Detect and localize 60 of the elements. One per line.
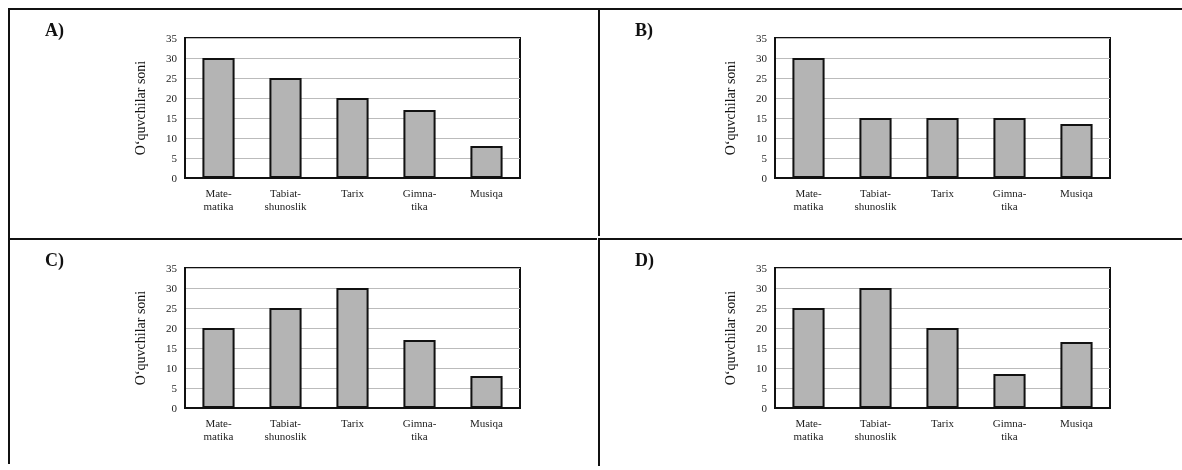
x-tick-label: Tabiat- shunoslik [264, 416, 308, 442]
y-tick-label: 10 [756, 362, 768, 374]
y-tick-label: 0 [171, 172, 178, 184]
y-tick-label: 15 [756, 112, 768, 124]
y-tick-label: 25 [166, 302, 178, 314]
x-tick-label: Musiqa [1060, 416, 1094, 429]
x-tick-label: Gimna- tika [992, 186, 1027, 212]
y-tick-label: 30 [166, 52, 178, 64]
x-tick-label: Tabiat- shunoslik [854, 186, 898, 212]
y-tick-label: 35 [166, 262, 178, 274]
x-tick-label: Musiqa [470, 186, 504, 199]
y-tick-label: 10 [166, 362, 178, 374]
y-tick-label: 15 [756, 342, 768, 354]
y-tick-label: 25 [166, 72, 178, 84]
y-tick-label: 20 [166, 92, 178, 104]
y-axis-title: O‘quvchilar soni [132, 290, 148, 386]
y-tick-label: 0 [761, 402, 768, 414]
x-tick-label: Tarix [930, 186, 955, 199]
x-tick-label: Musiqa [1060, 186, 1094, 199]
y-tick-label: 20 [756, 322, 768, 334]
x-tick-label: Gimna- tika [402, 416, 437, 442]
y-tick-label: 0 [761, 172, 768, 184]
x-tick-label: Mate- matika [203, 416, 234, 442]
y-tick-label: 35 [166, 32, 178, 44]
x-tick-label: Tarix [930, 416, 955, 429]
chart-title: A) [45, 20, 64, 41]
y-tick-label: 10 [756, 132, 768, 144]
x-tick-label: Gimna- tika [402, 186, 437, 212]
y-tick-label: 15 [166, 342, 178, 354]
y-tick-label: 5 [761, 152, 768, 164]
chart-title: B) [635, 20, 654, 41]
y-tick-label: 10 [166, 132, 178, 144]
y-tick-label: 35 [756, 32, 768, 44]
y-axis-title: O‘quvchilar soni [722, 290, 738, 386]
y-tick-label: 25 [756, 72, 768, 84]
y-tick-label: 20 [756, 92, 768, 104]
x-tick-label: Tarix [340, 416, 365, 429]
y-tick-label: 5 [171, 152, 178, 164]
x-tick-label: Gimna- tika [992, 416, 1027, 442]
y-tick-label: 30 [166, 282, 178, 294]
chart-title: D) [635, 250, 654, 271]
chart-title: C) [45, 250, 64, 271]
x-tick-label: Mate- matika [203, 186, 234, 212]
y-tick-label: 15 [166, 112, 178, 124]
x-tick-label: Musiqa [470, 416, 504, 429]
y-tick-label: 30 [756, 52, 768, 64]
y-axis-title: O‘quvchilar soni [132, 60, 148, 156]
x-tick-label: Tarix [340, 186, 365, 199]
x-tick-label: Mate- matika [793, 186, 824, 212]
y-tick-label: 30 [756, 282, 768, 294]
x-tick-label: Tabiat- shunoslik [854, 416, 898, 442]
x-tick-label: Tabiat- shunoslik [264, 186, 308, 212]
y-axis-title: O‘quvchilar soni [722, 60, 738, 156]
y-tick-label: 5 [761, 382, 768, 394]
y-tick-label: 35 [756, 262, 768, 274]
y-tick-label: 0 [171, 402, 178, 414]
y-tick-label: 25 [756, 302, 768, 314]
y-tick-label: 20 [166, 322, 178, 334]
x-tick-label: Mate- matika [793, 416, 824, 442]
y-tick-label: 5 [171, 382, 178, 394]
